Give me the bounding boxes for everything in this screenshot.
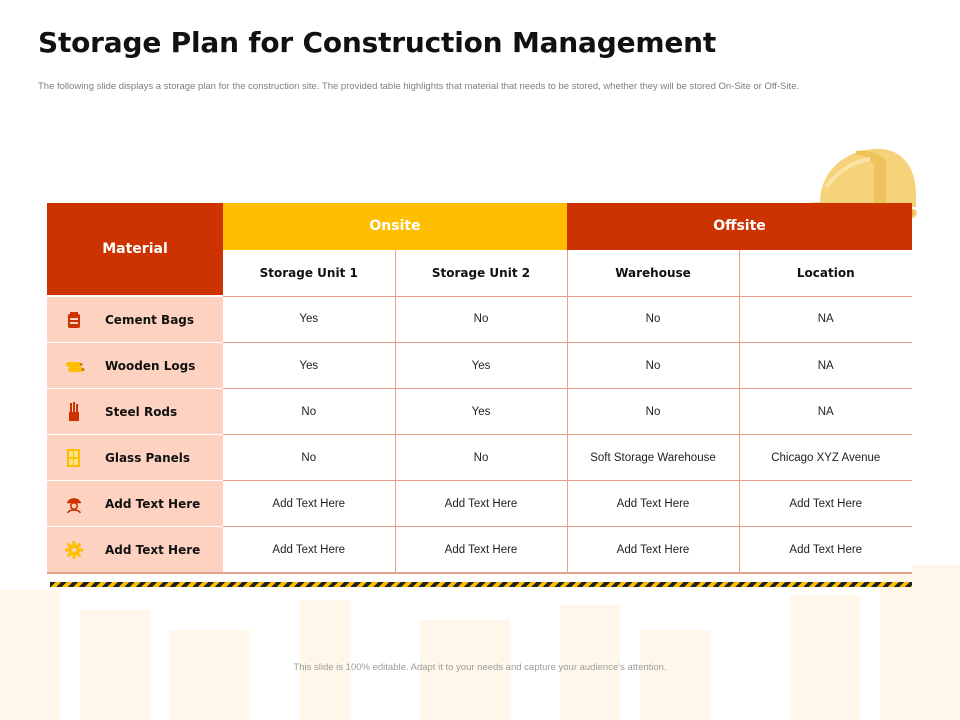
- table-cell: No: [567, 388, 740, 435]
- wooden-logs-icon: [66, 361, 85, 372]
- table-cell: NA: [739, 388, 912, 435]
- table-cell: No: [567, 296, 740, 343]
- table-cell: Chicago XYZ Avenue: [739, 434, 912, 481]
- gear-icon: [65, 540, 83, 559]
- table-cell: Yes: [395, 342, 568, 389]
- storage-plan-table: Material Onsite Offsite Storage Unit 1 S…: [47, 203, 912, 574]
- city-skyline-background: [0, 565, 960, 720]
- table-row: Steel Rods No Yes No NA: [47, 388, 912, 435]
- table-cell: Soft Storage Warehouse: [567, 434, 740, 481]
- table-cell: No: [567, 342, 740, 389]
- material-cell: Add Text Here: [47, 526, 223, 574]
- material-label: Add Text Here: [105, 542, 201, 557]
- table-row: Glass Panels No No Soft Storage Warehous…: [47, 434, 912, 481]
- header-onsite: Onsite: [223, 203, 567, 250]
- table-cell: Add Text Here: [567, 526, 740, 574]
- table-cell: Yes: [395, 388, 568, 435]
- column-header-storage-unit-1: Storage Unit 1: [223, 249, 396, 297]
- hazard-stripe-divider: [50, 582, 912, 587]
- material-label: Cement Bags: [105, 312, 195, 327]
- material-label: Wooden Logs: [105, 358, 196, 373]
- table-cell: Add Text Here: [739, 480, 912, 527]
- material-cell: Cement Bags: [47, 296, 223, 343]
- material-cell: Add Text Here: [47, 480, 223, 527]
- table-row: Add Text Here Add Text Here Add Text Her…: [47, 526, 912, 574]
- material-cell: Glass Panels: [47, 434, 223, 481]
- material-label: Steel Rods: [105, 404, 178, 419]
- table-cell: Add Text Here: [567, 480, 740, 527]
- table-cell: Add Text Here: [739, 526, 912, 574]
- table-cell: No: [223, 388, 396, 435]
- table-cell: No: [395, 434, 568, 481]
- table-row: Wooden Logs Yes Yes No NA: [47, 342, 912, 389]
- page-title: Storage Plan for Construction Management: [38, 26, 717, 59]
- worker-icon: [67, 497, 81, 513]
- table-cell: NA: [739, 342, 912, 389]
- material-label: Glass Panels: [105, 450, 191, 465]
- page-subtitle: The following slide displays a storage p…: [38, 81, 800, 92]
- header-material: Material: [47, 203, 223, 297]
- column-header-warehouse: Warehouse: [567, 249, 740, 297]
- header-offsite: Offsite: [567, 203, 912, 250]
- table-row: Add Text Here Add Text Here Add Text Her…: [47, 480, 912, 527]
- table-cell: Add Text Here: [223, 480, 396, 527]
- table-cell: Add Text Here: [395, 480, 568, 527]
- table-cell: Yes: [223, 296, 396, 343]
- table-row: Cement Bags Yes No No NA: [47, 296, 912, 343]
- glass-panels-icon: [67, 448, 80, 467]
- material-cell: Steel Rods: [47, 388, 223, 435]
- column-header-storage-unit-2: Storage Unit 2: [395, 249, 568, 297]
- table-cell: No: [223, 434, 396, 481]
- cement-bags-icon: [68, 311, 80, 328]
- table-cell: Add Text Here: [223, 526, 396, 574]
- footer-note: This slide is 100% editable. Adapt it to…: [293, 662, 667, 673]
- table-cell: NA: [739, 296, 912, 343]
- material-label: Add Text Here: [105, 496, 201, 511]
- table-cell: Yes: [223, 342, 396, 389]
- table-cell: No: [395, 296, 568, 343]
- steel-rods-icon: [69, 401, 79, 421]
- table-cell: Add Text Here: [395, 526, 568, 574]
- column-header-location: Location: [739, 249, 912, 297]
- material-cell: Wooden Logs: [47, 342, 223, 389]
